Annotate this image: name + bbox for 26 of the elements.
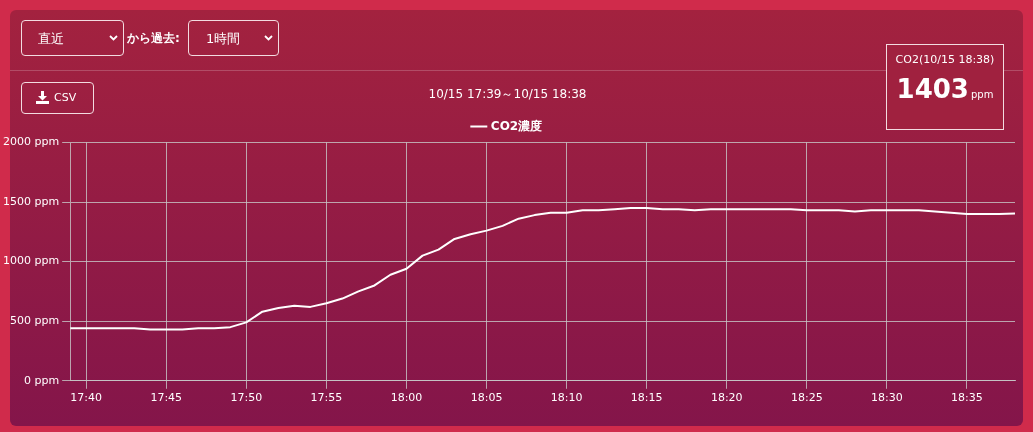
legend-label: CO2濃度 [490, 118, 543, 133]
text: から過去: [127, 30, 180, 47]
x-tick-label: 18:05 [470, 391, 503, 405]
y-tick-label: 0 ppm [23, 373, 60, 387]
x-tick-label: 18:35 [951, 391, 983, 405]
x-tick-label: 17:55 [310, 391, 343, 405]
text: CSV [54, 91, 77, 104]
y-tick-label: 1500 ppm [3, 194, 60, 208]
text: 1時間 [206, 30, 241, 48]
x-tick-label: 18:25 [791, 391, 823, 405]
x-tick-label: 18:00 [390, 391, 423, 405]
y-tick-label: 1000 ppm [3, 254, 60, 268]
x-tick-label: 18:15 [630, 391, 663, 405]
chart-title: 10/15 17:39～10/15 18:38 [428, 87, 587, 102]
y-tick-label: 2000 ppm [3, 135, 60, 149]
y-tick-label: 500 ppm [9, 314, 60, 328]
text: CO2(10/15 18:38) [894, 53, 996, 66]
text: ppm [970, 89, 994, 100]
x-tick-label: 18:20 [710, 391, 743, 405]
x-tick-label: 17:40 [70, 391, 103, 405]
x-tick-label: 18:30 [871, 391, 903, 405]
x-tick-label: 18:10 [550, 391, 583, 405]
x-tick-label: 17:50 [230, 391, 263, 405]
text: 直近 [38, 30, 64, 48]
text: 1403 [896, 74, 969, 104]
x-tick-label: 17:45 [150, 391, 183, 405]
